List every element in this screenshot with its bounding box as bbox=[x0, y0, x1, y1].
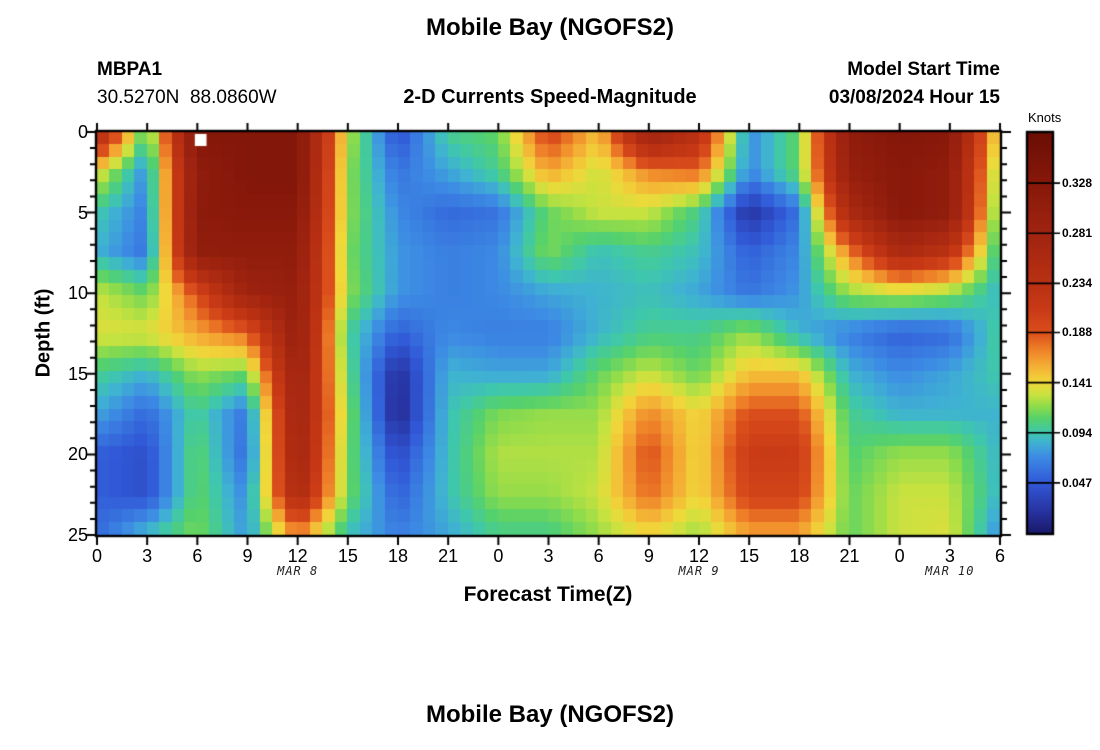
colorbar-tick-label: 0.094 bbox=[1062, 425, 1093, 440]
day-label: MAR 8 bbox=[277, 564, 319, 578]
x-axis-title: Forecast Time(Z) bbox=[463, 583, 633, 606]
day-label: MAR 10 bbox=[925, 564, 975, 578]
x-tick-label: 18 bbox=[387, 546, 409, 566]
x-tick-label: 18 bbox=[789, 546, 810, 566]
page-title: Mobile Bay (NGOFS2) bbox=[425, 14, 675, 41]
x-tick-label: 0 bbox=[894, 546, 905, 566]
x-tick-label: 3 bbox=[543, 546, 554, 566]
x-tick-label: 15 bbox=[739, 546, 760, 566]
x-tick-label: 21 bbox=[839, 546, 860, 566]
y-tick-label: 15 bbox=[67, 363, 88, 384]
y-tick-label: 25 bbox=[67, 525, 88, 545]
x-tick-label: 21 bbox=[438, 546, 459, 566]
model-start-time-value: 03/08/2024 Hour 15 bbox=[828, 87, 1000, 108]
x-tick-label: 3 bbox=[142, 546, 153, 566]
station-coordinates: 30.5270N 88.0860W bbox=[97, 87, 277, 108]
y-tick-label: 10 bbox=[67, 283, 88, 304]
x-tick-label: 3 bbox=[944, 546, 955, 566]
y-tick-label: 5 bbox=[77, 202, 88, 223]
x-tick-label: 6 bbox=[994, 546, 1005, 566]
x-tick-label: 6 bbox=[593, 546, 604, 566]
station-id: MBPA1 bbox=[97, 59, 163, 80]
x-tick-label: 12 bbox=[688, 546, 710, 566]
colorbar-tick-label: 0.188 bbox=[1062, 325, 1093, 340]
model-start-time-label: Model Start Time bbox=[847, 59, 1000, 80]
colorbar-tick-label: 0.281 bbox=[1062, 226, 1093, 241]
x-tick-label: 0 bbox=[493, 546, 504, 566]
colorbar-unit-label: Knots bbox=[1028, 110, 1062, 125]
x-tick-label: 0 bbox=[91, 546, 102, 566]
x-tick-label: 9 bbox=[242, 546, 253, 566]
y-tick-label: 20 bbox=[67, 444, 88, 465]
colorbar-tick-label: 0.047 bbox=[1062, 475, 1093, 490]
colorbar-tick-label: 0.234 bbox=[1062, 276, 1093, 291]
plot-subtitle: 2-D Currents Speed-Magnitude bbox=[403, 86, 697, 108]
x-tick-label: 15 bbox=[337, 546, 358, 566]
colorbar-tick-label: 0.328 bbox=[1062, 176, 1093, 191]
y-tick-label: 0 bbox=[77, 122, 88, 142]
x-tick-label: 12 bbox=[287, 546, 308, 566]
x-tick-label: 9 bbox=[643, 546, 654, 566]
colorbar-tick-label: 0.141 bbox=[1062, 375, 1093, 390]
day-label: MAR 9 bbox=[678, 564, 720, 578]
next-plot-title: Mobile Bay (NGOFS2) bbox=[425, 701, 675, 728]
x-tick-label: 6 bbox=[192, 546, 203, 566]
